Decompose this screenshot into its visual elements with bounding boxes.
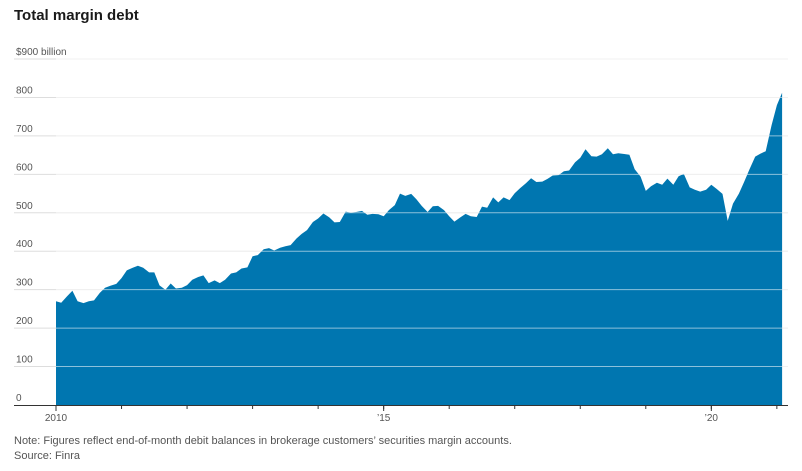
y-axis-tick-labels: 0 100 200 300 400 500 600 700 800 $900 billion — [16, 47, 67, 404]
chart-footnote: Note: Figures reflect end-of-month debit… — [14, 434, 512, 464]
y-tick-label: 700 — [16, 124, 33, 135]
margin-debt-area — [56, 92, 783, 406]
y-tick-label: 0 — [16, 393, 22, 404]
y-tick-label: $900 billion — [16, 47, 67, 58]
source-text: Source: Finra — [14, 450, 81, 462]
y-tick-label: 400 — [16, 239, 33, 250]
note-text: Note: Figures reflect end-of-month debit… — [14, 435, 512, 447]
x-tick-label: ’15 — [377, 413, 391, 424]
y-tick-label: 500 — [16, 201, 33, 212]
y-tick-label: 600 — [16, 162, 33, 173]
y-tick-label: 300 — [16, 278, 33, 289]
x-tick-label: 2010 — [45, 413, 68, 424]
y-tick-label: 100 — [16, 355, 33, 366]
chart-title: Total margin debt — [14, 7, 139, 24]
gridline-overlay — [56, 58, 788, 368]
x-tick-label: ’20 — [705, 413, 719, 424]
y-tick-label: 800 — [16, 85, 33, 96]
x-axis-ticks: 2010 ’15 ’20 — [45, 405, 778, 424]
margin-debt-chart: 0 100 200 300 400 500 600 700 800 $900 billion 20… — [14, 47, 788, 424]
y-tick-label: 200 — [16, 316, 33, 327]
